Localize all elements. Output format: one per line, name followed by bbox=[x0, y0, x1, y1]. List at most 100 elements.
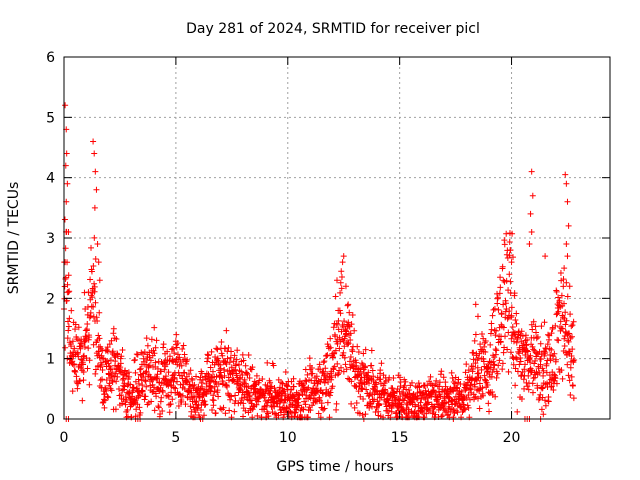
data-point bbox=[465, 367, 472, 374]
data-point bbox=[496, 290, 503, 297]
data-point bbox=[160, 341, 167, 348]
data-point bbox=[481, 343, 488, 350]
data-point bbox=[424, 400, 431, 407]
data-point bbox=[400, 397, 407, 404]
data-point bbox=[530, 318, 537, 325]
data-point bbox=[507, 349, 514, 356]
data-point bbox=[482, 337, 489, 344]
data-point bbox=[166, 353, 173, 360]
data-point bbox=[155, 404, 162, 411]
data-point bbox=[351, 374, 358, 381]
data-point bbox=[344, 302, 351, 309]
data-point bbox=[64, 180, 71, 187]
data-point bbox=[505, 368, 512, 375]
data-point bbox=[84, 320, 91, 327]
data-point bbox=[144, 342, 151, 349]
data-point bbox=[331, 363, 338, 370]
data-point bbox=[463, 361, 470, 368]
data-point bbox=[500, 324, 507, 331]
data-point bbox=[96, 352, 103, 359]
data-point bbox=[366, 404, 373, 411]
data-point bbox=[392, 396, 399, 403]
data-point bbox=[118, 353, 125, 360]
data-point bbox=[174, 378, 181, 385]
data-point bbox=[173, 344, 180, 351]
data-point bbox=[374, 387, 381, 394]
data-point bbox=[558, 292, 565, 299]
data-point bbox=[231, 352, 238, 359]
data-point bbox=[510, 338, 517, 345]
data-point bbox=[68, 307, 75, 314]
data-point bbox=[538, 323, 545, 330]
data-point bbox=[355, 372, 362, 379]
data-point bbox=[300, 381, 307, 388]
data-point bbox=[505, 287, 512, 294]
data-point bbox=[536, 369, 543, 376]
data-point bbox=[462, 406, 469, 413]
x-tick-label: 10 bbox=[279, 430, 297, 446]
data-point bbox=[502, 333, 509, 340]
data-point bbox=[291, 393, 298, 400]
data-point bbox=[240, 357, 247, 364]
data-point bbox=[513, 320, 520, 327]
data-point bbox=[270, 362, 277, 369]
data-point bbox=[401, 382, 408, 389]
data-point bbox=[568, 333, 575, 340]
data-point bbox=[105, 360, 112, 367]
data-point bbox=[514, 408, 521, 415]
data-point bbox=[342, 283, 349, 290]
data-point bbox=[336, 345, 343, 352]
data-point bbox=[210, 392, 217, 399]
data-point bbox=[146, 362, 153, 369]
data-point bbox=[222, 410, 229, 417]
data-point bbox=[137, 365, 144, 372]
data-point bbox=[96, 309, 103, 316]
data-point bbox=[541, 319, 548, 326]
data-point bbox=[187, 367, 194, 374]
data-point bbox=[61, 216, 68, 223]
data-point bbox=[345, 375, 352, 382]
data-point bbox=[80, 361, 87, 368]
data-point bbox=[341, 318, 348, 325]
data-point bbox=[165, 369, 172, 376]
data-point bbox=[167, 377, 174, 384]
data-point bbox=[511, 290, 518, 297]
data-point bbox=[513, 310, 520, 317]
data-point bbox=[214, 355, 221, 362]
data-point bbox=[87, 276, 94, 283]
data-point bbox=[90, 263, 97, 270]
data-point bbox=[533, 335, 540, 342]
data-point bbox=[238, 368, 245, 375]
data-point bbox=[408, 379, 415, 386]
data-point bbox=[159, 389, 166, 396]
data-point bbox=[158, 394, 165, 401]
data-point bbox=[362, 411, 369, 418]
data-point bbox=[542, 402, 549, 409]
data-point bbox=[560, 300, 567, 307]
data-point bbox=[531, 360, 538, 367]
data-point bbox=[405, 386, 412, 393]
data-point bbox=[62, 259, 69, 266]
data-point bbox=[385, 407, 392, 414]
data-point bbox=[90, 313, 97, 320]
data-point bbox=[438, 368, 445, 375]
data-point bbox=[561, 333, 568, 340]
data-point bbox=[529, 326, 536, 333]
data-point bbox=[179, 346, 186, 353]
data-point bbox=[565, 222, 572, 229]
data-point bbox=[493, 347, 500, 354]
data-point bbox=[264, 359, 271, 366]
data-point bbox=[91, 204, 98, 211]
data-point bbox=[256, 377, 263, 384]
data-point bbox=[92, 370, 99, 377]
data-point bbox=[339, 259, 346, 266]
data-point bbox=[368, 362, 375, 369]
data-point bbox=[512, 382, 519, 389]
data-point bbox=[227, 354, 234, 361]
data-point bbox=[504, 346, 511, 353]
data-point bbox=[81, 343, 88, 350]
data-point bbox=[76, 377, 83, 384]
data-point bbox=[327, 344, 334, 351]
data-point bbox=[471, 383, 478, 390]
data-point bbox=[322, 365, 329, 372]
